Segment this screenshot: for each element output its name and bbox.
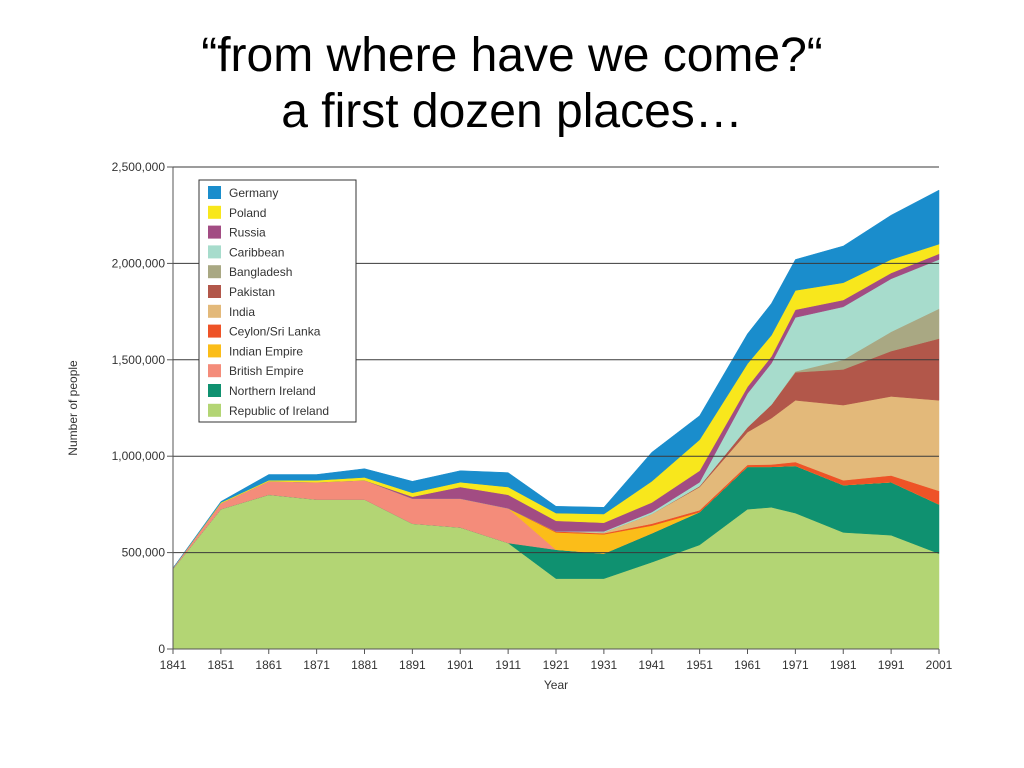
slide-title-line-1: “from where have we come?“ [201, 29, 823, 82]
legend-box [198, 179, 357, 423]
x-tick-label: 2001 [926, 658, 953, 672]
x-tick-label: 1991 [878, 658, 905, 672]
legend-swatch [208, 324, 221, 338]
x-tick-label: 1891 [399, 658, 426, 672]
slide-title-line-2: a first dozen places… [281, 85, 743, 138]
legend-label: Republic of Ireland [229, 404, 329, 418]
legend-label: Pakistan [229, 285, 275, 299]
legend-label: Bangladesh [229, 265, 292, 279]
legend-swatch [208, 186, 221, 199]
y-tick-label: 0 [158, 642, 165, 656]
x-axis-label: Year [544, 678, 568, 692]
chart-areas [172, 189, 940, 650]
x-tick-label: 1871 [303, 658, 330, 672]
x-tick-label: 1931 [591, 658, 618, 672]
legend-swatch [208, 205, 221, 219]
x-tick-label: 1951 [686, 658, 713, 672]
x-tick-label: 1971 [782, 658, 809, 672]
legend-swatch [208, 245, 221, 259]
y-tick-label: 1,500,000 [112, 353, 166, 367]
y-tick-label: 1,000,000 [112, 449, 166, 463]
y-tick-label: 2,000,000 [112, 256, 166, 270]
legend-label: Germany [229, 186, 278, 200]
legend-label: Indian Empire [229, 344, 303, 358]
chart-axes: 0 500,000 1,000,000 1,500,000 2,000,000 2,500… [112, 160, 953, 672]
chart-legend: Germany Poland Russia Caribbean Bangladesh Pa… [198, 179, 357, 423]
slide-title: “from where have we come?“ a first dozen… [0, 28, 1024, 140]
x-tick-label: 1861 [255, 658, 282, 672]
legend-swatch [208, 285, 221, 298]
legend-label: Russia [229, 226, 266, 240]
x-tick-label: 1911 [495, 658, 521, 672]
legend-swatch [208, 304, 221, 318]
y-tick-label: 2,500,000 [112, 160, 166, 174]
legend-label: Caribbean [229, 245, 284, 259]
legend-swatch [208, 364, 221, 378]
legend-label: Ceylon/Sri Lanka [229, 325, 321, 339]
legend-label: Poland [229, 206, 266, 220]
x-tick-label: 1941 [638, 658, 665, 672]
area-series-germany [172, 189, 940, 569]
x-tick-label: 1981 [830, 658, 857, 672]
legend-swatch [208, 265, 221, 279]
legend-label: India [229, 305, 255, 319]
legend-swatch [208, 344, 221, 358]
x-tick-label: 1921 [543, 658, 570, 672]
legend-label: Northern Ireland [229, 384, 316, 398]
legend-swatch [208, 225, 221, 239]
y-axis-label: Number of people [66, 360, 80, 456]
x-tick-label: 1841 [160, 658, 187, 672]
x-tick-label: 1901 [447, 658, 474, 672]
y-tick-label: 500,000 [122, 546, 166, 560]
legend-label: British Empire [229, 364, 304, 378]
legend-swatch [208, 384, 221, 397]
x-tick-label: 1961 [734, 658, 761, 672]
legend-swatch [208, 403, 221, 417]
x-tick-label: 1851 [208, 658, 235, 672]
x-tick-label: 1881 [351, 658, 378, 672]
